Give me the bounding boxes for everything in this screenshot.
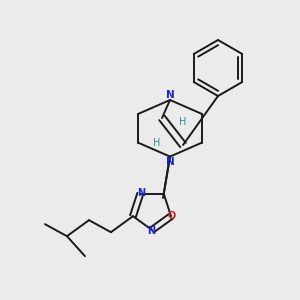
Text: O: O	[168, 211, 176, 221]
Text: N: N	[166, 90, 174, 100]
Text: N: N	[166, 157, 174, 166]
Text: N: N	[147, 226, 155, 236]
Text: H: H	[153, 138, 161, 148]
Text: N: N	[137, 188, 145, 198]
Text: H: H	[179, 117, 187, 127]
